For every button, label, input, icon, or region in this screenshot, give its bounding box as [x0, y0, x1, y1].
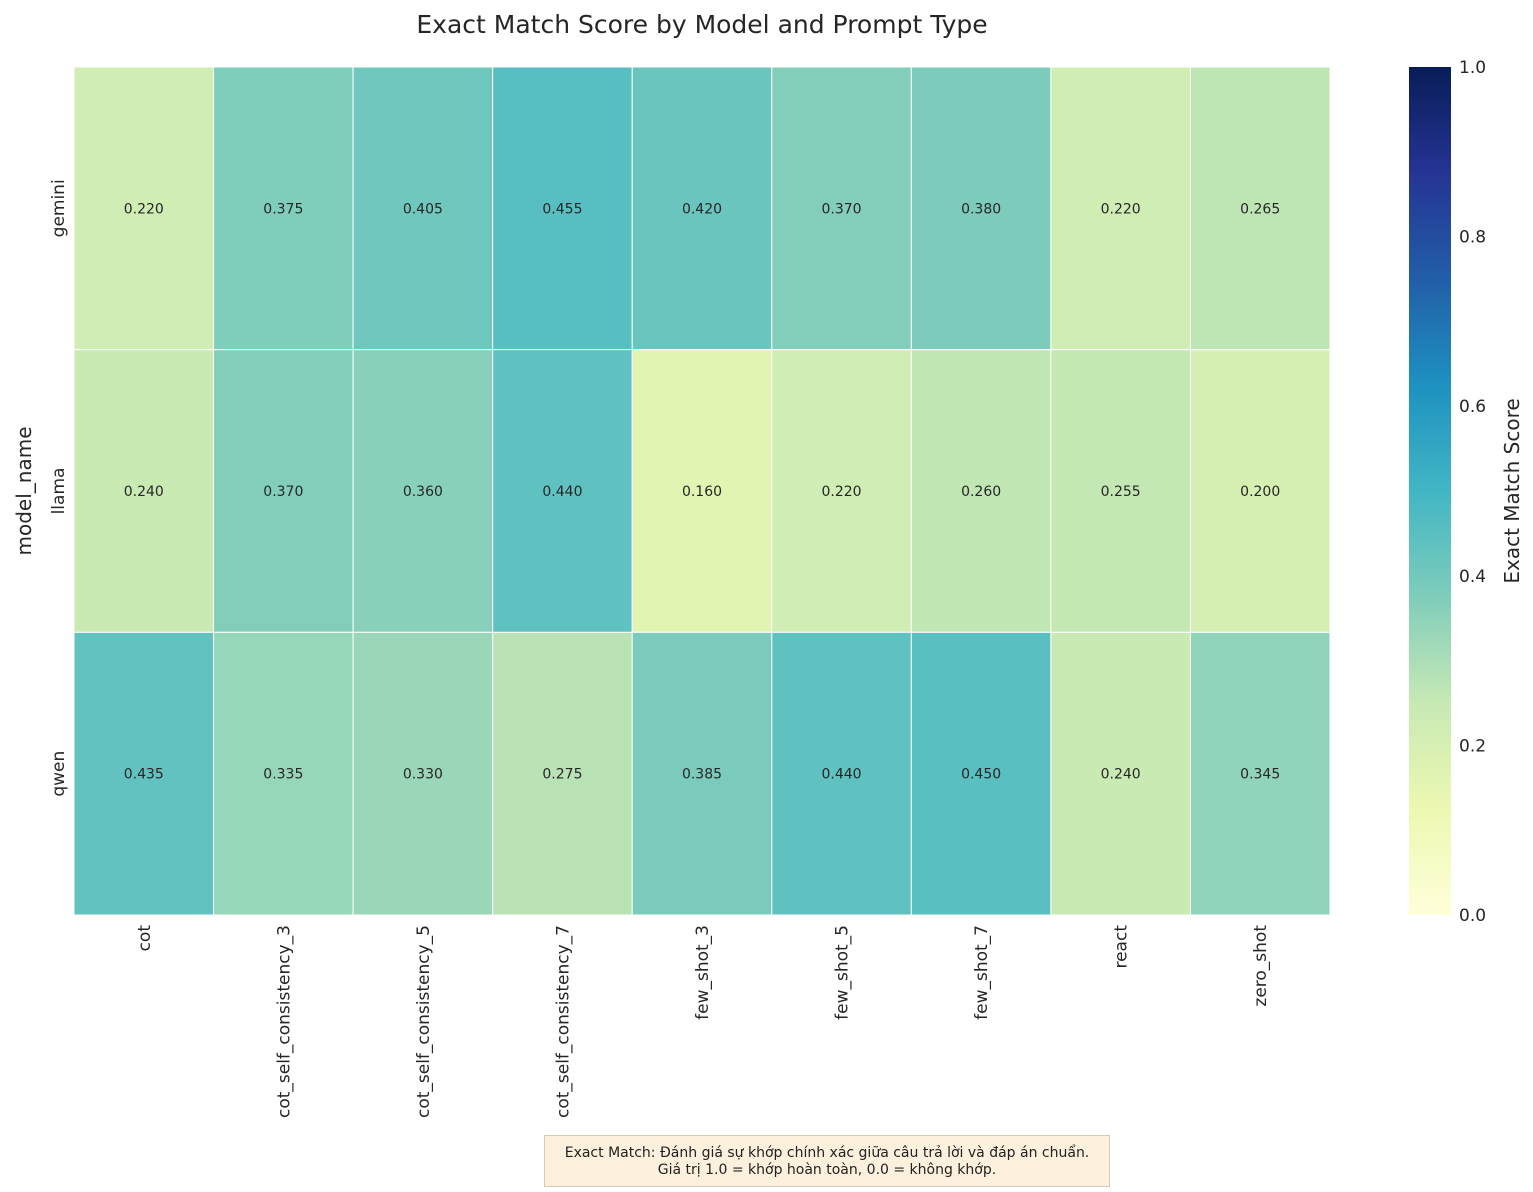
heatmap-cell — [352, 66, 494, 351]
annotation-line-1: Exact Match: Đánh giá sự khớp chính xác … — [564, 1145, 1090, 1161]
heatmap-cell-value: 0.370 — [822, 201, 862, 217]
heatmap-cell — [1050, 349, 1191, 633]
heatmap-cell-value: 0.330 — [403, 767, 443, 783]
heatmap-cell-value: 0.455 — [542, 201, 582, 217]
heatmap-cell-value: 0.220 — [822, 484, 862, 500]
heatmap-cell-value: 0.200 — [1240, 484, 1280, 500]
chart-title: Exact Match Score by Model and Prompt Ty… — [416, 10, 987, 39]
heatmap-cell-value: 0.440 — [822, 767, 862, 783]
heatmap-cell-labels: 0.220 0.375 0.405 0.455 0.420 0.370 0.380 0.220… — [124, 201, 1281, 782]
y-axis-label: model_name — [12, 427, 36, 556]
heatmap-cell-value: 0.240 — [1101, 767, 1141, 783]
heatmap-cell — [771, 66, 912, 351]
heatmap-cell — [492, 66, 633, 351]
heatmap-cell — [1050, 66, 1191, 351]
colorbar-label: Exact Match Score — [1500, 398, 1524, 583]
heatmap-cell-value: 0.345 — [1240, 767, 1280, 783]
heatmap-cell-value: 0.380 — [961, 201, 1001, 217]
heatmap-cell-value: 0.375 — [263, 201, 303, 217]
y-tick-label: gemini — [49, 179, 69, 237]
heatmap-cell-value: 0.220 — [1101, 201, 1141, 217]
heatmap-cell — [1189, 631, 1331, 916]
heatmap-cell-value: 0.440 — [542, 484, 582, 500]
heatmap-cell — [492, 349, 633, 633]
heatmap-cell — [352, 349, 494, 633]
heatmap-cell — [213, 66, 354, 351]
y-tick-label: qwen — [49, 751, 69, 797]
heatmap-cell-value: 0.335 — [263, 767, 303, 783]
heatmap-cell-value: 0.385 — [682, 767, 722, 783]
heatmap-cell — [631, 349, 773, 633]
y-axis-tick-labels: gemini llama qwen — [49, 179, 69, 796]
heatmap-cell — [910, 349, 1052, 633]
x-axis-tick-labels: cot cot_self_consistency_3 cot_self_consis… — [135, 925, 1271, 1118]
heatmap-cell-value: 0.420 — [682, 201, 722, 217]
x-tick-label: cot_self_consistency_3 — [274, 925, 294, 1118]
heatmap-cell-value: 0.405 — [403, 201, 443, 217]
heatmap-cell — [73, 349, 215, 633]
heatmap-cell — [631, 631, 773, 916]
colorbar-tick-label: 0.4 — [1459, 567, 1486, 587]
heatmap-cell — [73, 631, 215, 916]
x-tick-label: react — [1112, 925, 1132, 969]
heatmap-cell-value: 0.450 — [961, 767, 1001, 783]
heatmap-cell-value: 0.220 — [124, 201, 164, 217]
heatmap-cell-value: 0.435 — [124, 767, 164, 783]
x-tick-label: zero_shot — [1251, 925, 1271, 1007]
heatmap-cell-value: 0.360 — [403, 484, 443, 500]
heatmap-cell — [352, 631, 494, 916]
colorbar-tick-label: 1.0 — [1459, 58, 1486, 78]
annotation-note: Exact Match: Đánh giá sự khớp chính xác … — [544, 1135, 1110, 1187]
heatmap-cells — [73, 66, 1331, 916]
x-tick-label: few_shot_3 — [693, 925, 713, 1020]
heatmap-cell-value: 0.370 — [263, 484, 303, 500]
x-tick-label: cot — [135, 925, 155, 952]
heatmap-cell — [73, 66, 215, 351]
colorbar-tick-label: 0.8 — [1459, 228, 1486, 248]
colorbar-tick-labels: 0.0 0.2 0.4 0.6 0.8 1.0 — [1459, 58, 1486, 926]
x-tick-label: cot_self_consistency_5 — [414, 925, 434, 1118]
heatmap-cell — [771, 349, 912, 633]
heatmap-cell — [213, 631, 354, 916]
heatmap-cell — [1189, 349, 1331, 633]
x-tick-label: few_shot_7 — [972, 925, 992, 1020]
heatmap-cell-value: 0.255 — [1101, 484, 1141, 500]
heatmap-cell — [910, 631, 1052, 916]
heatmap-cell-value: 0.240 — [124, 484, 164, 500]
heatmap-cell-value: 0.275 — [542, 767, 582, 783]
heatmap-cell — [631, 66, 773, 351]
x-tick-label: cot_self_consistency_7 — [553, 925, 573, 1118]
heatmap-cell — [1050, 631, 1191, 916]
heatmap-cell — [910, 66, 1052, 351]
colorbar — [1409, 67, 1451, 915]
colorbar-tick-label: 0.2 — [1459, 736, 1486, 756]
colorbar-tick-label: 0.0 — [1459, 906, 1486, 926]
x-tick-label: few_shot_5 — [833, 925, 853, 1020]
heatmap-cell-value: 0.160 — [682, 484, 722, 500]
heatmap-cell — [492, 631, 633, 916]
colorbar-tick-label: 0.6 — [1459, 397, 1486, 417]
y-tick-label: llama — [49, 468, 69, 515]
heatmap-cell-value: 0.265 — [1240, 201, 1280, 217]
heatmap-cell-value: 0.260 — [961, 484, 1001, 500]
annotation-line-2: Giá trị 1.0 = khớp hoàn toàn, 0.0 = khôn… — [657, 1162, 997, 1178]
